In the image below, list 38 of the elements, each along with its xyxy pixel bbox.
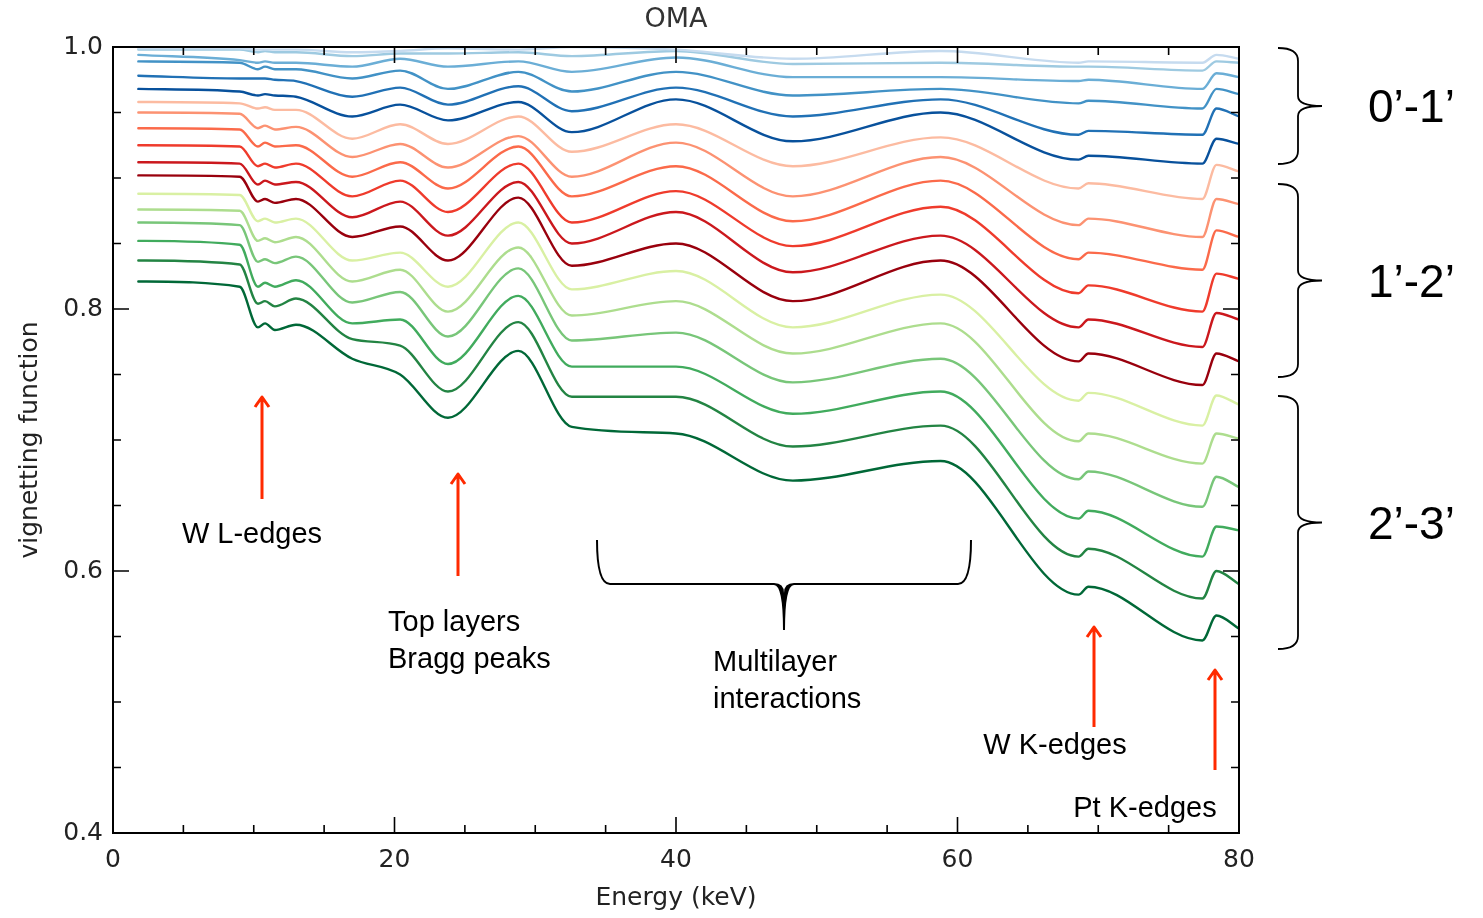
line-series [137, 53, 1239, 91]
y-tick-label: 0.8 [63, 292, 103, 322]
x-tick-label: 60 [941, 843, 974, 873]
chart-title: OMA [644, 2, 709, 34]
y-tick-label: 1.0 [63, 30, 103, 60]
annotation: W L-edges [181, 516, 323, 551]
annotation: Top layers Bragg peaks [388, 604, 551, 676]
x-tick-label: 0 [105, 843, 121, 873]
line-series [137, 239, 1239, 558]
line-series [137, 192, 1239, 427]
y-axis-title: vignetting function [13, 321, 43, 559]
text: 0’-1’ [1368, 80, 1455, 132]
line-series [137, 259, 1239, 600]
line-series [137, 74, 1239, 136]
line-series [137, 280, 1239, 642]
line-series [137, 111, 1239, 239]
x-tick-label: 20 [378, 843, 411, 873]
line-series [137, 48, 1239, 72]
x-tick-label: 40 [660, 843, 692, 873]
y-tick-label: 0.4 [63, 816, 103, 846]
y-tick-label: 0.6 [63, 554, 103, 584]
line-series [137, 100, 1239, 201]
text: 2’-3’ [1368, 496, 1455, 549]
line-series [137, 127, 1239, 271]
annotation: Pt K-edges [1073, 790, 1217, 825]
line-series [137, 144, 1239, 313]
line-series [137, 60, 1239, 110]
line-series [137, 221, 1239, 509]
x-tick-label: 80 [1223, 843, 1255, 873]
annotation: Multilayer interactions [713, 644, 862, 716]
line-series [137, 87, 1239, 165]
line-series [137, 174, 1239, 387]
line-series [137, 47, 1239, 64]
text: 1’-2’ [1368, 254, 1455, 307]
line-series [137, 161, 1239, 349]
annotation: W K-edges [983, 727, 1127, 762]
x-axis-title: Energy (keV) [595, 881, 757, 911]
line-series [137, 208, 1239, 465]
